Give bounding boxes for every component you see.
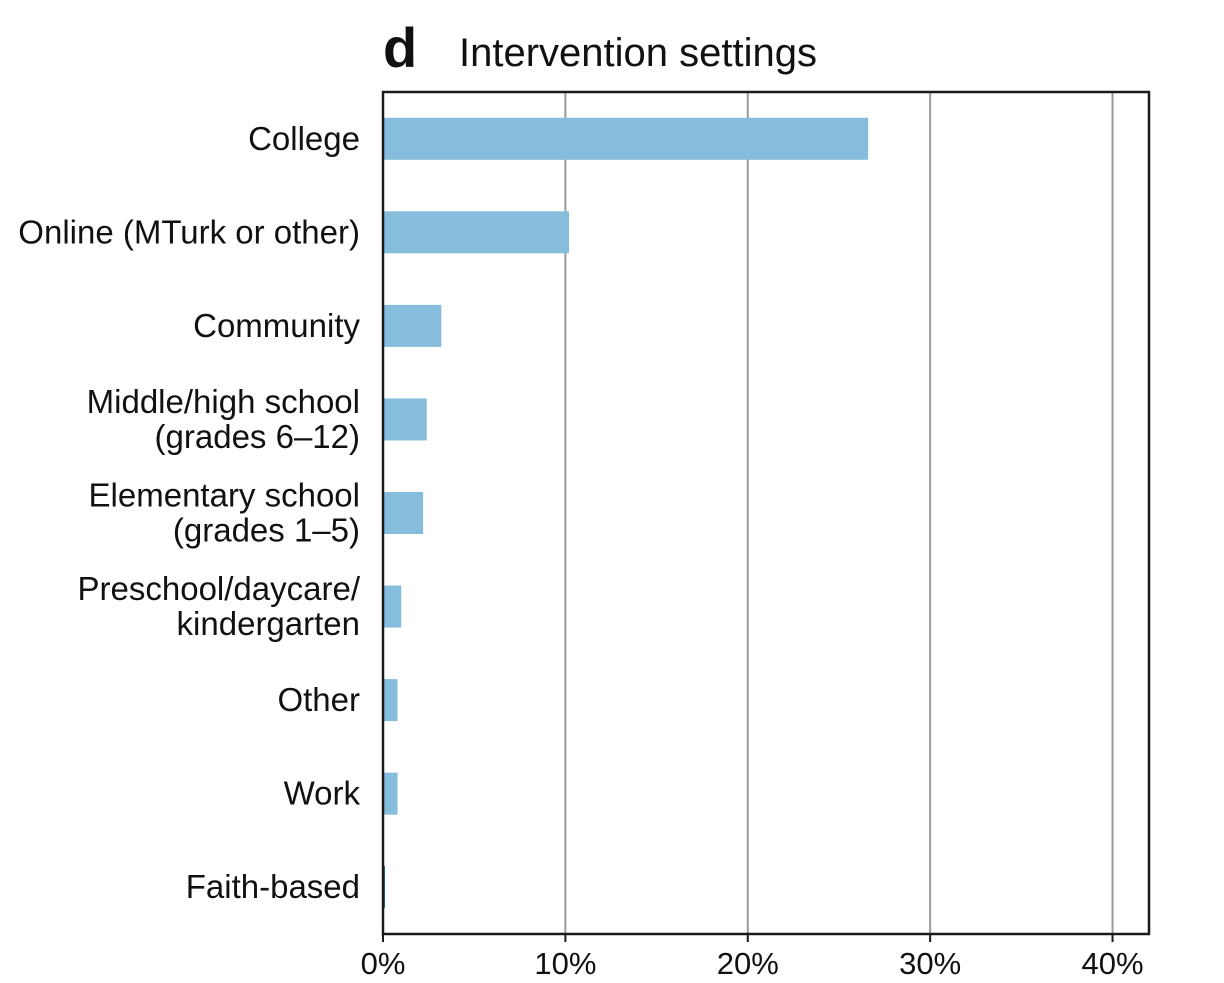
category-label: Online (MTurk or other) — [18, 213, 360, 250]
bar — [383, 492, 424, 534]
category-label: Middle/high school (grades 6–12) — [87, 383, 360, 455]
category-label: Other — [277, 681, 360, 718]
gridlines — [564, 92, 1114, 934]
x-tick-label: 0% — [361, 946, 406, 978]
bar — [383, 211, 570, 254]
category-label: College — [248, 120, 360, 157]
category-label: Faith-based — [186, 868, 360, 905]
bar — [383, 585, 402, 628]
bar — [383, 117, 869, 160]
panel-label: d — [383, 16, 417, 79]
x-tick-labels: 0% 10% 20% 30% 40% — [361, 934, 1144, 981]
bars — [383, 117, 869, 909]
category-label: Work — [284, 775, 361, 812]
category-labels: College Online (MTurk or other) Community M… — [18, 120, 361, 905]
bar — [383, 398, 427, 441]
category-label: Preschool/daycare/kindergarten — [78, 570, 361, 642]
chart-title: Intervention settings — [459, 31, 817, 75]
x-tick-label: 30% — [899, 946, 961, 978]
x-tick-label: 40% — [1082, 946, 1144, 978]
plot-frame — [381, 90, 1151, 936]
category-label: Community — [193, 307, 360, 344]
bar — [383, 772, 398, 815]
x-tick-label: 10% — [534, 946, 596, 978]
x-tick-label: 20% — [717, 946, 779, 978]
bar — [383, 304, 442, 347]
bar — [383, 679, 398, 722]
category-label: Elementary school (grades 1–5) — [89, 477, 360, 549]
